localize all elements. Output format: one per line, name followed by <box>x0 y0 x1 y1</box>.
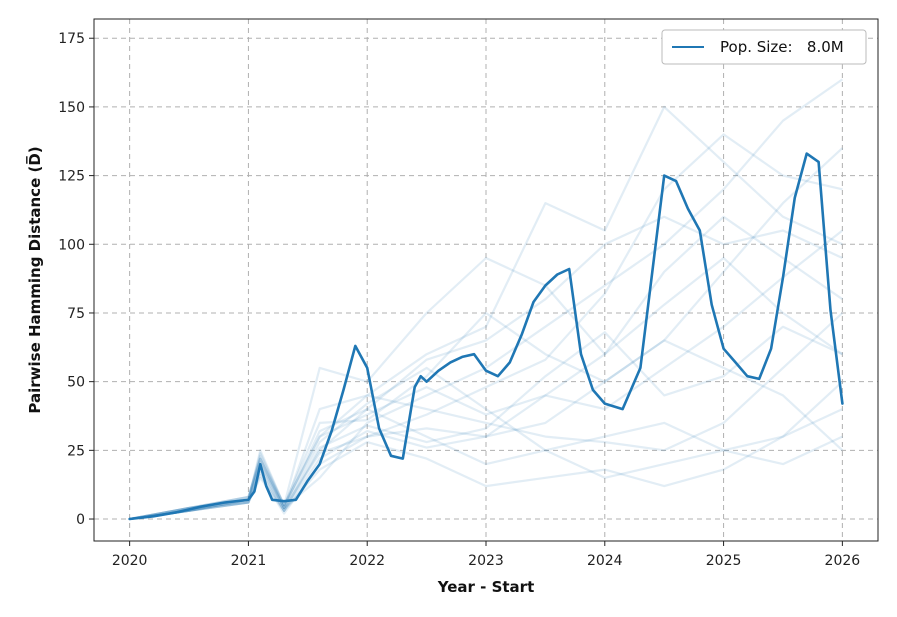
y-axis-ticks: 0 25 50 75 100 125 150 175 <box>58 31 94 528</box>
legend-box <box>661 29 867 65</box>
y-tick-label: 25 <box>67 443 85 459</box>
ensemble-line <box>129 256 844 521</box>
x-tick-label: 2025 <box>706 553 742 569</box>
y-tick-label: 100 <box>58 237 85 253</box>
ensemble-line <box>129 408 843 521</box>
x-axis-ticks: 2020 2021 2022 2023 2024 2025 2026 <box>112 541 860 569</box>
gridlines <box>94 19 878 541</box>
x-tick-label: 2023 <box>468 553 504 569</box>
y-tick-label: 50 <box>67 375 85 391</box>
ensemble-line <box>129 105 843 521</box>
ensemble-line <box>129 312 844 521</box>
y-tick-label: 150 <box>58 100 85 116</box>
main-series <box>128 152 844 521</box>
y-tick-label: 175 <box>58 31 85 47</box>
x-tick-label: 2022 <box>349 553 385 569</box>
series-line <box>128 152 844 521</box>
y-tick-label: 0 <box>76 512 85 528</box>
legend-label: Pop. Size: 8.0M <box>720 38 844 56</box>
ensemble-line <box>129 366 843 521</box>
y-tick-label: 125 <box>58 169 85 185</box>
y-axis-label: Pairwise Hamming Distance (D̅) <box>24 146 44 413</box>
x-tick-label: 2024 <box>587 553 623 569</box>
ensemble-line <box>129 325 843 521</box>
x-tick-label: 2020 <box>112 553 148 569</box>
legend: Pop. Size: 8.0M <box>661 29 867 65</box>
ensemble-line <box>129 215 843 521</box>
x-axis-label: Year - Start <box>437 578 535 596</box>
ensemble-line <box>129 78 844 521</box>
ensemble-lines <box>129 78 844 521</box>
ensemble-line <box>129 147 844 521</box>
ensemble-line <box>129 133 843 521</box>
ensemble-line <box>129 215 844 521</box>
x-tick-label: 2026 <box>825 553 861 569</box>
y-tick-label: 75 <box>67 306 85 322</box>
x-tick-label: 2021 <box>231 553 267 569</box>
